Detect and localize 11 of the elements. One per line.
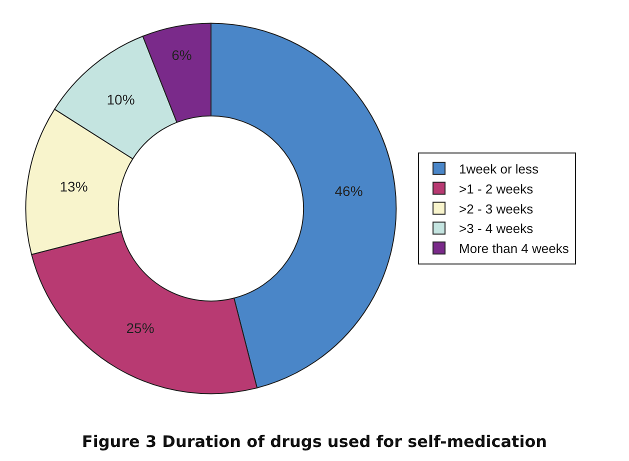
legend-label: >2 - 3 weeks [459,201,534,216]
legend-label: 1week or less [459,161,540,176]
data-label: 13% [60,178,88,195]
legend-label: More than 4 weeks [459,241,570,256]
legend-label: >3 - 4 weeks [459,221,534,236]
legend-label: >1 - 2 weeks [459,181,534,196]
text: Figure 3 Duration of drugs used for self-medication [82,432,548,452]
data-label: 46% [334,183,363,200]
data-label: 6% [172,47,192,64]
data-label: 10% [106,91,135,108]
data-label: 25% [126,320,154,336]
